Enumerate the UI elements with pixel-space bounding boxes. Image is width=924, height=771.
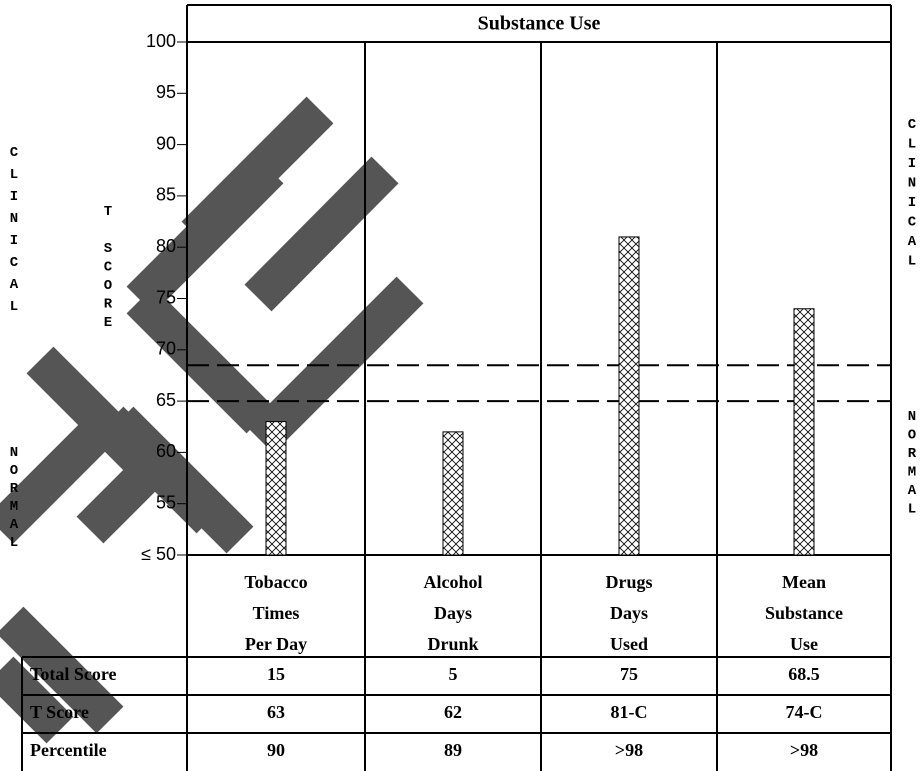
y-tick-label: 95: [156, 82, 176, 102]
table-cell: 89: [444, 740, 462, 760]
row-label: Total Score: [30, 664, 117, 684]
table-cell: 5: [449, 664, 458, 684]
category-label: Times: [253, 603, 300, 623]
category-label: Tobacco: [244, 572, 307, 592]
row-label: T Score: [30, 702, 89, 722]
category-label: Mean: [782, 572, 826, 592]
category-label: Per Day: [245, 634, 307, 654]
table-cell: 90: [267, 740, 285, 760]
table-cell: >98: [615, 740, 643, 760]
y-tick-label: 85: [156, 185, 176, 205]
category-label: Drunk: [427, 634, 478, 654]
row-label: Percentile: [30, 740, 107, 760]
y-tick-label: 75: [156, 287, 176, 307]
y-tick-label: ≤ 50: [141, 544, 176, 564]
category-label: Days: [434, 603, 472, 623]
table-cell: >98: [790, 740, 818, 760]
watermark: [0, 96, 424, 744]
bar: [442, 431, 464, 556]
table-cell: 75: [620, 664, 638, 684]
bar: [618, 236, 640, 556]
table-cell: 62: [444, 702, 462, 722]
chart-title: Substance Use: [478, 13, 601, 35]
category-label: Substance: [765, 603, 843, 623]
y-tick-label: 90: [156, 133, 176, 153]
y-tick-label: 80: [156, 236, 176, 256]
category-label: Days: [610, 603, 648, 623]
y-tick-label: 55: [156, 492, 176, 512]
table-cell: 15: [267, 664, 285, 684]
category-label: Used: [610, 634, 648, 654]
category-label: Drugs: [605, 572, 652, 592]
table-cell: 74-C: [786, 702, 823, 722]
table-cell: 68.5: [788, 664, 820, 684]
table-cell: 81-C: [611, 702, 648, 722]
category-label: Use: [790, 634, 818, 654]
bar: [265, 421, 287, 556]
y-tick-label: 65: [156, 390, 176, 410]
table-cell: 63: [267, 702, 285, 722]
y-tick-label: 60: [156, 441, 176, 461]
frame: [21, 4, 892, 771]
bar: [793, 308, 815, 556]
category-label: Alcohol: [423, 572, 482, 592]
y-tick-label: 70: [156, 339, 176, 359]
y-tick-label: 100: [146, 31, 176, 51]
